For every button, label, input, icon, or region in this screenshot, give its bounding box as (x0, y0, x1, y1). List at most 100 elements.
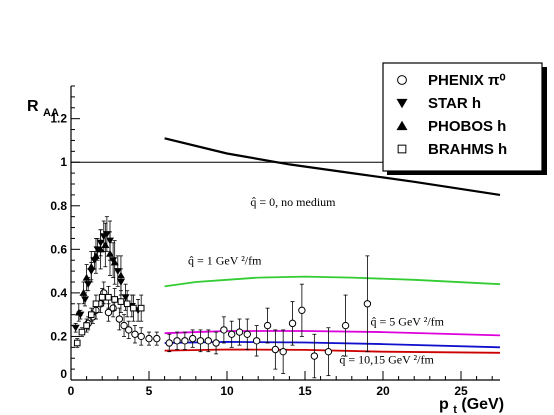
phenix-point (279, 347, 287, 356)
star-h-point (81, 296, 90, 304)
x-axis-label-sub: t (453, 404, 457, 415)
phenix-point (131, 330, 139, 338)
y-tick-label: 0.2 (50, 329, 67, 343)
brahms-h-point (111, 296, 118, 303)
theory-curve-2 (164, 330, 501, 337)
y-axis-label: R (27, 98, 39, 115)
curve-label: q̂ = 5 GeV ²/fm (371, 315, 445, 329)
phenix-point (104, 308, 113, 317)
x-tick-label: 0 (68, 384, 75, 398)
phobos-h-point (101, 241, 110, 248)
x-axis-label-unit: (GeV) (461, 396, 504, 413)
phenix-point (235, 328, 244, 336)
legend-label: PHENIX π⁰ (428, 72, 506, 89)
x-tick-label: 20 (376, 384, 390, 398)
brahms-h-point (105, 293, 112, 301)
phenix-point (165, 339, 173, 347)
star-h-point (90, 257, 99, 265)
brahms-h-point (130, 304, 137, 312)
phenix-point (153, 334, 161, 343)
brahms-h-point (117, 298, 125, 305)
x-axis-title: p t (GeV) (439, 396, 504, 415)
phenix-point (181, 337, 189, 345)
theory-curve-0 (164, 137, 501, 196)
legend: PHENIX π⁰ STAR h PHOBOS h BRAHMS h (382, 62, 547, 175)
y-tick-label: 0.6 (50, 242, 67, 256)
y-tick-label: 1.2 (50, 112, 67, 126)
phenix-point (204, 337, 212, 345)
brahms-h-point (83, 322, 90, 329)
curve-labels: q̂ = 0, no medium q̂ = 1 GeV ²/fm q̂ = 5 G… (188, 195, 445, 367)
phenix-point (120, 321, 128, 330)
phenix-point (363, 300, 372, 308)
brahms-h-point (92, 300, 100, 308)
phenix-point (145, 334, 153, 343)
phenix-point (288, 319, 297, 328)
phenix-point (125, 326, 133, 334)
y-tick-label: 0.4 (50, 286, 67, 300)
phenix-point (227, 330, 236, 338)
star-h-point (71, 324, 80, 332)
y-tick-label: 0 (60, 367, 67, 381)
brahms-h-point (87, 311, 95, 318)
curve-label: q̂ = 1 GeV ²/fm (188, 254, 262, 268)
legend-label: STAR h (428, 95, 481, 112)
y-axis-label-sub: AA (43, 107, 59, 119)
phobos-h-point (79, 289, 88, 296)
phobos-h-point (74, 308, 83, 316)
phenix-point (298, 306, 306, 315)
phenix-point (271, 345, 280, 354)
brahms-h-point (73, 339, 81, 347)
axes-frame: 0 5 10 15 20 25 0.2 0.4 0.6 0.8 1 1.2 0 (50, 85, 500, 398)
data-points (71, 216, 372, 379)
phenix-point (252, 337, 261, 345)
phobos-h-point (116, 271, 125, 279)
x-tick-label: 10 (220, 384, 234, 398)
y-axis-title: R AA (27, 98, 59, 119)
legend-label: BRAHMS h (428, 141, 507, 158)
phenix-point (212, 339, 220, 347)
legend-entries: PHENIX π⁰ STAR h PHOBOS h BRAHMS h (396, 72, 507, 158)
x-axis-label: p (439, 396, 449, 413)
phobos-h-point (82, 273, 91, 281)
phenix-point (173, 337, 181, 345)
phenix-point (220, 326, 228, 334)
star-h-point (113, 268, 122, 275)
phenix-point (115, 315, 124, 323)
phenix-point (243, 330, 251, 338)
y-tick-label: 1 (60, 155, 67, 169)
star-h-point (109, 257, 118, 265)
legend-marker (397, 75, 407, 85)
legend-marker (397, 144, 407, 154)
phobos-h-point (96, 245, 105, 253)
y-tick-label: 0.8 (50, 199, 67, 213)
phenix-point (263, 321, 272, 330)
phenix-point (324, 347, 333, 356)
phenix-point (310, 352, 319, 360)
phenix-point (188, 334, 197, 343)
phenix-point (137, 332, 145, 341)
phenix-point (196, 337, 205, 345)
phobos-h-point (110, 258, 119, 266)
theory-curve-4 (164, 348, 501, 354)
star-h-point (84, 281, 93, 288)
theory-curve-1 (164, 275, 501, 288)
star-h-point (121, 294, 130, 302)
phobos-h-point (106, 249, 114, 257)
curve-label: q̂ = 10,15 GeV ²/fm (339, 353, 434, 367)
curve-label: q̂ = 0, no medium (250, 195, 336, 209)
x-tick-label: 5 (146, 384, 153, 398)
x-tick-label: 15 (298, 384, 312, 398)
legend-box (382, 62, 543, 172)
legend-marker (396, 120, 408, 131)
brahms-h-point (78, 328, 86, 336)
brahms-h-point (137, 304, 145, 312)
legend-label: PHOBOS h (428, 118, 506, 135)
phenix-point (341, 321, 350, 330)
phobos-h-point (87, 262, 96, 270)
x-tick-label: 25 (454, 384, 468, 398)
star-h-point (102, 231, 111, 238)
legend-marker (396, 98, 408, 109)
brahms-h-point (123, 300, 131, 308)
